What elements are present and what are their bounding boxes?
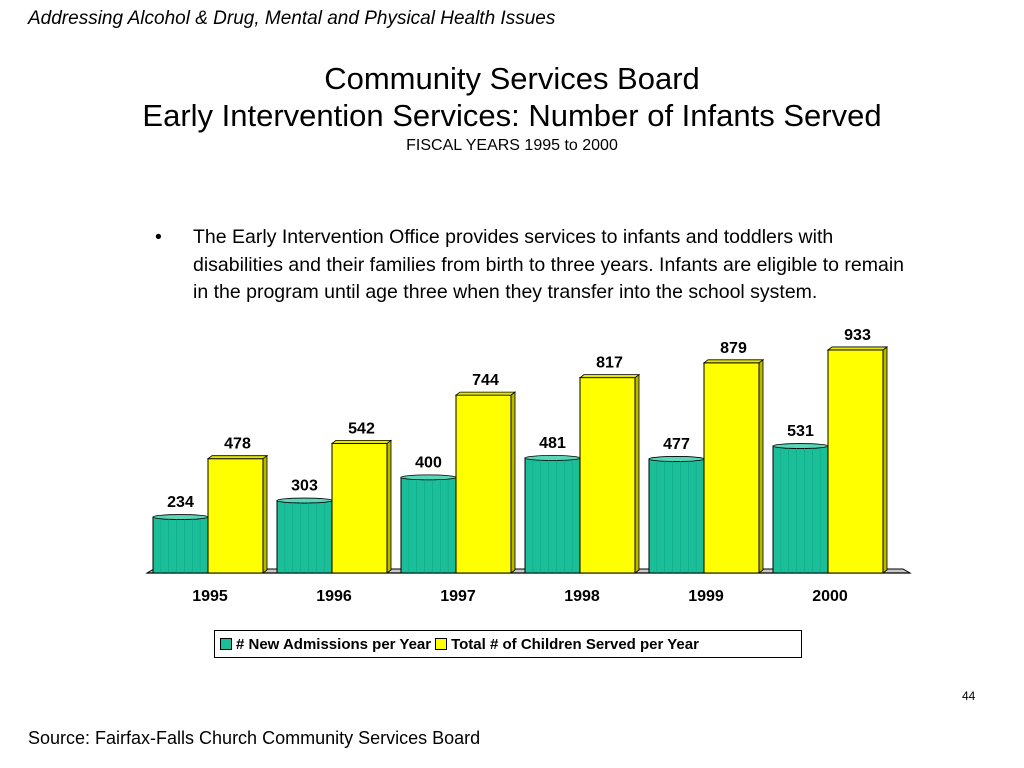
bar-side bbox=[262, 454, 268, 574]
bar-side bbox=[634, 373, 640, 574]
data-label-new-admissions-1995: 234 bbox=[167, 494, 194, 511]
page-title: Community Services Board bbox=[324, 61, 700, 96]
bar-front bbox=[648, 458, 705, 574]
legend-swatch-total-served bbox=[435, 638, 448, 650]
bar-front bbox=[827, 349, 884, 574]
x-tick-label-1996: 1996 bbox=[316, 588, 352, 605]
bar-front bbox=[455, 394, 512, 574]
bar-top bbox=[524, 455, 581, 461]
bar-top bbox=[454, 391, 517, 396]
data-label-new-admissions-1998: 481 bbox=[539, 435, 566, 452]
data-label-total-served-1997: 744 bbox=[472, 372, 499, 389]
bar-front bbox=[524, 457, 581, 574]
bar-new-admissions-1999 bbox=[648, 455, 709, 574]
data-label-total-served-1998: 817 bbox=[596, 355, 623, 372]
bar-total-served-1996 bbox=[330, 439, 393, 574]
header-italic-title: Addressing Alcohol & Drug, Mental and Ph… bbox=[28, 8, 556, 29]
data-label-new-admissions-1996: 303 bbox=[291, 478, 318, 495]
x-tick-label-1997: 1997 bbox=[440, 588, 476, 605]
data-label-new-admissions-2000: 531 bbox=[787, 423, 814, 440]
bar-top bbox=[772, 443, 829, 449]
chart-legend: # New Admissions per Year Total # of Chi… bbox=[214, 630, 802, 658]
bar-new-admissions-1997 bbox=[400, 473, 461, 574]
page-subtitle: FISCAL YEARS 1995 to 2000 bbox=[406, 137, 618, 154]
page-title-second-line: Early Intervention Services: Number of I… bbox=[142, 98, 882, 133]
legend-label-new-admissions: # New Admissions per Year bbox=[236, 635, 432, 653]
bar-total-served-2000 bbox=[826, 346, 889, 574]
bar-new-admissions-1995 bbox=[152, 513, 213, 574]
data-label-total-served-1996: 542 bbox=[348, 420, 375, 437]
page-number: 44 bbox=[962, 689, 976, 703]
data-label-total-served-2000: 933 bbox=[844, 327, 871, 344]
title-block: Community Services Board Early Intervent… bbox=[0, 60, 1024, 157]
bullet-point: • The Early Intervention Office provides… bbox=[155, 224, 915, 307]
data-label-total-served-1999: 879 bbox=[720, 340, 747, 357]
bar-total-served-1999 bbox=[702, 359, 765, 574]
data-label-total-served-1995: 478 bbox=[224, 436, 251, 453]
bar-side bbox=[882, 346, 888, 574]
x-tick-label-1995: 1995 bbox=[192, 588, 228, 605]
data-label-new-admissions-1999: 477 bbox=[663, 436, 690, 453]
bar-front bbox=[579, 377, 636, 574]
bar-front bbox=[772, 445, 829, 574]
bar-top bbox=[276, 497, 333, 504]
bar-total-served-1995 bbox=[206, 454, 269, 574]
legend-label-total-served: Total # of Children Served per Year bbox=[451, 635, 699, 653]
bar-front bbox=[207, 458, 264, 574]
bar-top bbox=[152, 514, 209, 520]
bar-side bbox=[386, 439, 392, 574]
bar-top bbox=[826, 346, 889, 351]
bar-new-admissions-1996 bbox=[276, 496, 337, 574]
x-tick-label-1999: 1999 bbox=[688, 588, 724, 605]
chart-data-labels: 234 478 303 542 400 744 481 817 477 879 531 933 bbox=[167, 327, 871, 511]
bar-new-admissions-2000 bbox=[772, 442, 833, 574]
bar-total-served-1997 bbox=[454, 391, 517, 574]
bar-top bbox=[400, 474, 457, 481]
legend-item-total-served: Total # of Children Served per Year bbox=[435, 636, 699, 653]
legend-swatch-new-admissions bbox=[220, 638, 232, 650]
x-tick-label-2000: 2000 bbox=[812, 588, 848, 605]
bullet-text: The Early Intervention Office provides s… bbox=[193, 226, 904, 303]
x-tick-label-1998: 1998 bbox=[564, 588, 600, 605]
bar-top bbox=[648, 456, 705, 462]
bar-total-served-1998 bbox=[578, 373, 641, 574]
chart-bars bbox=[152, 346, 889, 574]
bar-top bbox=[206, 455, 269, 460]
bar-front bbox=[400, 476, 457, 574]
bar-top bbox=[578, 374, 641, 379]
legend-item-new-admissions: # New Admissions per Year bbox=[220, 636, 431, 653]
bullet-icon: • bbox=[155, 226, 162, 248]
chart-x-tick-labels: 1995 1996 1997 1998 1999 2000 bbox=[192, 588, 848, 605]
bar-side bbox=[758, 359, 764, 574]
bar-top bbox=[702, 359, 765, 364]
bar-new-admissions-1998 bbox=[524, 454, 585, 574]
bar-side bbox=[510, 391, 516, 574]
bar-top bbox=[330, 440, 393, 444]
data-label-new-admissions-1997: 400 bbox=[415, 454, 442, 471]
bar-front bbox=[703, 362, 760, 574]
bar-front bbox=[276, 500, 333, 574]
bar-front bbox=[331, 442, 388, 574]
source-note: Source: Fairfax-Falls Church Community S… bbox=[28, 728, 481, 748]
bar-front bbox=[152, 516, 209, 574]
